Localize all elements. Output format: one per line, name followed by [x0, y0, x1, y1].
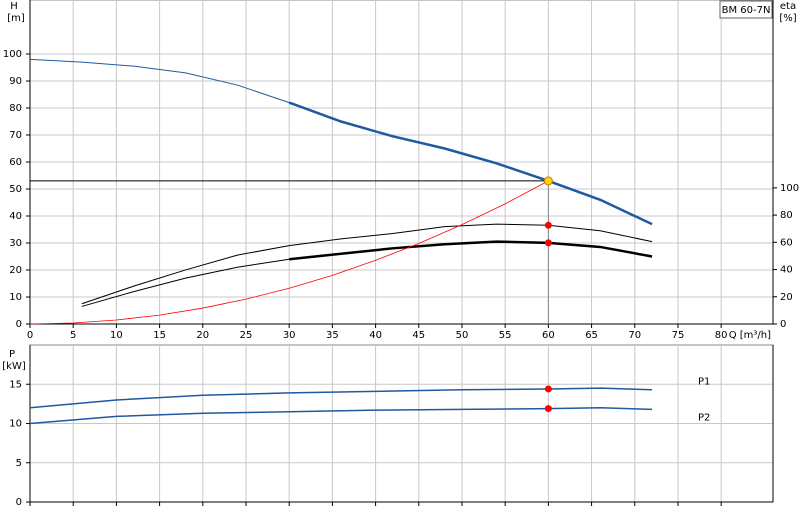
y2-tick-label: 40 — [780, 265, 793, 276]
y-axis-unit: [m] — [7, 13, 25, 24]
y2-tick-label: 0 — [780, 319, 786, 330]
y-tick-label: 0 — [16, 319, 22, 330]
y-tick-label: 0 — [16, 497, 22, 508]
y-tick-label: 40 — [9, 211, 22, 222]
y-tick-label: 10 — [9, 419, 22, 430]
y-tick-label: 5 — [16, 458, 22, 469]
y-tick-label: 70 — [9, 130, 22, 141]
curve-label: P1 — [698, 377, 710, 388]
x-tick-label: 45 — [412, 330, 425, 341]
y2-tick-label: 60 — [780, 237, 793, 248]
operating-marker — [544, 239, 552, 247]
curve — [289, 240, 653, 261]
curve — [81, 223, 653, 305]
operating-marker — [544, 405, 552, 413]
x-tick-label: 35 — [326, 330, 339, 341]
y-tick-label: 10 — [9, 292, 22, 303]
y-tick-label: 30 — [9, 238, 22, 249]
y-tick-label: 90 — [9, 76, 22, 87]
curve — [29, 180, 549, 325]
x-axis-label: Q [m³/h] — [729, 330, 771, 341]
title-box — [719, 0, 773, 19]
x-tick-label: 75 — [672, 330, 685, 341]
x-tick-label: 70 — [628, 330, 641, 341]
curve — [29, 58, 290, 104]
operating-marker — [544, 385, 552, 393]
operating-marker — [544, 221, 552, 229]
x-tick-label: 25 — [240, 330, 253, 341]
x-tick-label: 10 — [110, 330, 123, 341]
y-tick-label: 60 — [9, 157, 22, 168]
x-tick-label: 50 — [456, 330, 469, 341]
x-tick-label: 5 — [70, 330, 76, 341]
x-tick-label: 55 — [499, 330, 512, 341]
y-axis-label: H — [10, 1, 18, 12]
x-tick-label: 80 — [715, 330, 728, 341]
y-tick-label: 100 — [3, 49, 22, 60]
curve — [81, 258, 290, 307]
curve-label: P2 — [698, 412, 710, 423]
y2-tick-label: 100 — [780, 183, 799, 194]
y-axis-label: P — [9, 349, 15, 360]
y-tick-label: 20 — [9, 265, 22, 276]
x-tick-label: 15 — [153, 330, 166, 341]
x-tick-label: 40 — [369, 330, 382, 341]
y-tick-label: 15 — [9, 379, 22, 390]
curve — [29, 407, 653, 425]
x-tick-label: 30 — [283, 330, 296, 341]
y-axis-unit: [kW] — [2, 361, 26, 372]
chart-title: BM 60-7N — [722, 5, 771, 16]
x-tick-label: 60 — [542, 330, 555, 341]
x-tick-label: 65 — [585, 330, 598, 341]
duty-point — [543, 176, 553, 186]
y2-axis-unit: [%] — [779, 13, 796, 24]
y2-tick-label: 20 — [780, 292, 793, 303]
curve — [29, 387, 653, 409]
x-tick-label: 20 — [196, 330, 209, 341]
y2-tick-label: 80 — [780, 210, 793, 221]
y2-axis-label: eta — [780, 1, 796, 12]
y-tick-label: 80 — [9, 103, 22, 114]
y-tick-label: 50 — [9, 184, 22, 195]
x-tick-label: 0 — [27, 330, 33, 341]
curve — [288, 101, 653, 226]
